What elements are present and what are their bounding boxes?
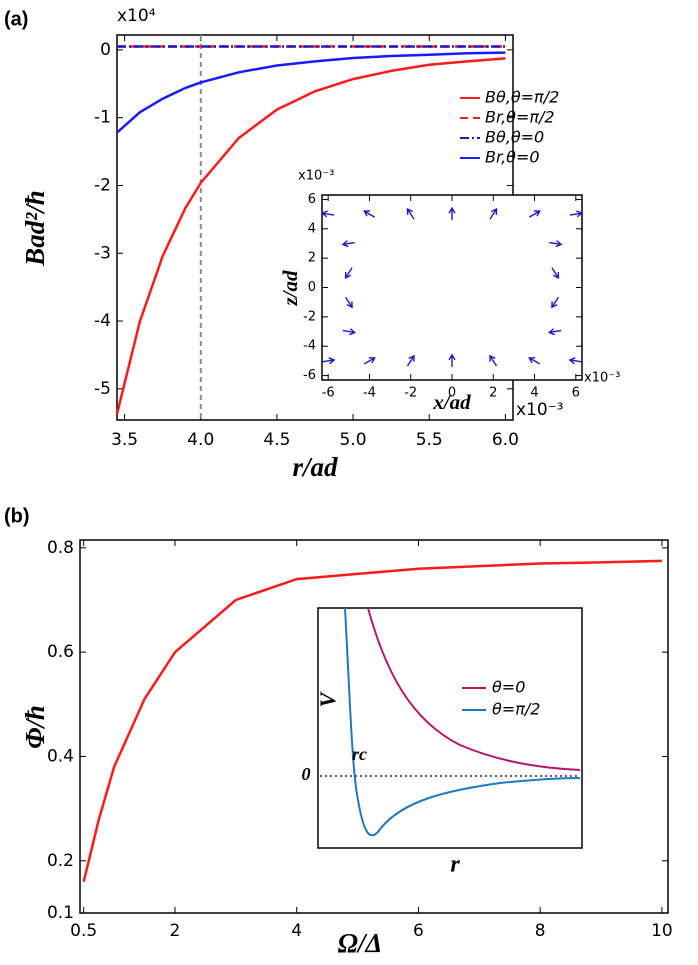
- x-tick-label: 5.0: [340, 430, 367, 450]
- data-line: [116, 51, 506, 134]
- zero-label: 0: [302, 764, 311, 784]
- y-axis-label: z/ad: [278, 270, 302, 307]
- potential-curve: [367, 607, 581, 771]
- field-arrow: [322, 357, 336, 365]
- plot-frame: [321, 194, 583, 381]
- field-arrow: [363, 357, 376, 365]
- x-tick-label: 6: [413, 921, 424, 941]
- field-arrow: [489, 207, 498, 220]
- field-arrow: [528, 210, 541, 218]
- field-arrow: [528, 357, 541, 365]
- inset-schematic: θ=0 θ=π/2 Vr 0 rc: [302, 607, 583, 878]
- x-tick-label: 6.0: [492, 430, 519, 450]
- y-tick-label: -5: [94, 379, 111, 399]
- field-arrow: [342, 328, 357, 336]
- x-multiplier: x10⁻³: [516, 400, 563, 420]
- y-tick-label: -2: [94, 175, 111, 195]
- y-tick-label: 0: [100, 40, 111, 60]
- x-axis-label: r: [450, 852, 460, 878]
- x-tick-label: 4.0: [187, 430, 214, 450]
- y-tick-label: 0.1: [47, 903, 74, 923]
- x-tick-label: 2: [170, 921, 181, 941]
- x-tick-label: 8: [535, 921, 546, 941]
- data-line: [82, 559, 662, 882]
- marker-label: rc: [352, 744, 367, 764]
- field-arrow: [341, 240, 355, 248]
- legend-label: Bθ,θ=0: [485, 128, 544, 147]
- y-tick-label: -4: [303, 339, 316, 354]
- x-multiplier: x10⁻³: [584, 371, 620, 386]
- x-tick-label: 2: [489, 386, 497, 401]
- x-axis-label: Ω/Δ: [338, 928, 383, 958]
- y-tick-label: -2: [303, 309, 316, 324]
- y-tick-label: 0.8: [47, 538, 74, 558]
- x-tick-label: 4: [530, 386, 538, 401]
- field-arrow: [448, 353, 456, 367]
- x-tick-label: 0: [448, 386, 456, 401]
- x-axis-label: x/ad: [432, 390, 471, 414]
- field-arrow: [320, 210, 335, 218]
- field-arrow: [549, 240, 563, 248]
- y-tick-label: 0.6: [47, 642, 74, 662]
- y-axis-label: Bad²/ħ: [20, 190, 50, 267]
- field-arrow: [489, 354, 498, 367]
- field-arrow: [344, 296, 353, 309]
- field-arrow: [547, 328, 562, 336]
- field-arrow: [363, 210, 376, 218]
- y-tick-label: 6: [308, 192, 316, 207]
- y-tick-label: -1: [94, 108, 111, 128]
- data-line: [115, 57, 506, 415]
- potential-curve: [344, 607, 581, 837]
- y-multiplier: x10⁴: [117, 6, 156, 26]
- x-tick-label: 4: [291, 921, 302, 941]
- field-arrow: [448, 206, 456, 221]
- x-tick-label: 10: [651, 921, 673, 941]
- y-tick-label: -3: [94, 243, 111, 263]
- field-arrow: [569, 210, 584, 218]
- field-arrow: [568, 357, 582, 365]
- panel-label: (b): [4, 505, 30, 527]
- x-tick-label: -2: [404, 386, 417, 401]
- y-tick-label: 0: [308, 280, 316, 295]
- x-tick-label: 4.5: [263, 430, 290, 450]
- x-axis-label: r/ad: [292, 452, 338, 482]
- y-tick-label: 2: [308, 251, 316, 266]
- field-arrow: [406, 207, 415, 220]
- field-arrow: [406, 354, 415, 367]
- panel: -6 -4 -2 0 2 4 6 -6 -4 -2 0 2 4 6 z/ad x/ad x10⁻³ x10⁻³: [278, 169, 621, 414]
- x-tick-label: -4: [363, 386, 376, 401]
- y-tick-label: -4: [94, 311, 111, 331]
- field-arrow: [551, 296, 560, 309]
- y-tick-label: 0.2: [47, 851, 74, 871]
- x-tick-label: -6: [322, 386, 335, 401]
- legend-label: Br,θ=π/2: [485, 108, 555, 127]
- x-tick-label: 0.5: [70, 921, 97, 941]
- y-multiplier: x10⁻³: [298, 169, 334, 184]
- legend-label: Br,θ=0: [485, 148, 540, 167]
- legend-label: Bθ,θ=π/2: [485, 88, 559, 107]
- panel-label: (a): [4, 8, 28, 30]
- y-tick-label: 0.4: [47, 746, 74, 766]
- inset-frame: [317, 607, 583, 849]
- y-axis-label: Φ/ħ: [20, 705, 50, 749]
- y-tick-label: 4: [308, 221, 316, 236]
- x-tick-label: 3.5: [111, 430, 138, 450]
- field-arrow: [344, 267, 353, 279]
- legend-label: θ=0: [492, 678, 525, 697]
- field-arrow: [551, 267, 560, 279]
- x-tick-label: 5.5: [416, 430, 443, 450]
- legend-label: θ=π/2: [492, 700, 540, 719]
- y-tick-label: -6: [303, 368, 316, 383]
- y-axis-label: V: [315, 690, 340, 707]
- x-tick-label: 6: [572, 386, 580, 401]
